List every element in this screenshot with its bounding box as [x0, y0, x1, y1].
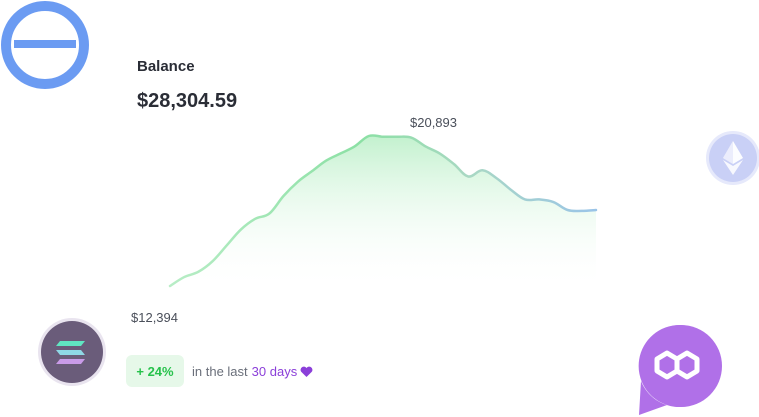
period-highlight: 30 days — [251, 364, 298, 379]
chart-area — [170, 135, 596, 290]
chart-peak-label: $20,893 — [410, 115, 457, 130]
ethereum-icon — [706, 131, 759, 185]
solana-icon — [38, 318, 106, 386]
polygon-icon — [638, 324, 722, 415]
chart-low-label: $12,394 — [131, 310, 178, 325]
change-badge: + 24% — [126, 355, 184, 387]
ring-logo-icon — [1, 1, 89, 89]
heart-icon — [300, 366, 313, 377]
change-text: in the last — [192, 364, 248, 379]
balance-label: Balance — [137, 58, 195, 75]
change-period: in the last 30 days — [192, 364, 313, 379]
chart-line — [168, 134, 598, 288]
balance-value: $28,304.59 — [137, 90, 238, 112]
